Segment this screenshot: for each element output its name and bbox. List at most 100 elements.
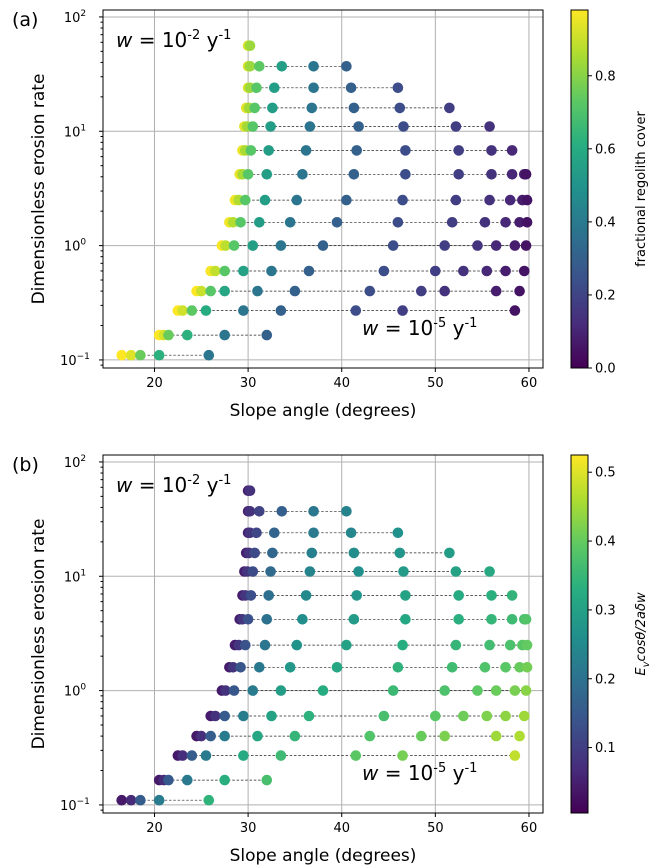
data-point: [200, 750, 212, 761]
x-tick-label: 40: [333, 821, 350, 836]
data-point: [450, 639, 462, 651]
data-point: [291, 639, 303, 651]
data-point: [238, 265, 249, 277]
data-point: [520, 685, 532, 696]
data-point: [275, 750, 287, 761]
data-point: [182, 774, 193, 786]
data-point: [317, 685, 329, 696]
colorbar-label: fractional regolith cover: [634, 110, 649, 266]
annotation-high-rate: w = 10-2 y-1: [116, 28, 231, 52]
data-point: [364, 730, 376, 742]
data-point: [378, 265, 390, 277]
data-point: [446, 662, 458, 673]
data-point: [284, 662, 296, 673]
x-tick-label: 30: [240, 376, 257, 391]
data-point: [500, 710, 511, 722]
data-point: [263, 590, 275, 601]
data-point: [509, 685, 521, 696]
colorbar: [570, 454, 589, 814]
data-point: [506, 169, 518, 180]
colorbar-tick-label: 0.0: [595, 362, 616, 377]
data-point: [490, 685, 502, 696]
data-point: [364, 285, 376, 297]
panel-label: (a): [12, 9, 38, 31]
colorbar-ticks: 0.1 0.2 0.3 0.4 0.5: [588, 466, 616, 756]
x-axis-label: Slope angle (degrees): [230, 401, 417, 421]
data-point: [308, 506, 319, 517]
data-point: [219, 774, 230, 786]
data-point: [182, 329, 193, 341]
data-point: [220, 685, 231, 696]
data-point: [450, 566, 462, 577]
data-point: [249, 547, 260, 559]
colorbar-label: Evcosθ/2aδw: [634, 592, 650, 676]
data-point: [252, 730, 263, 742]
data-point: [484, 566, 495, 577]
data-point: [348, 547, 360, 559]
data-point: [186, 305, 198, 316]
plot-frame: [102, 9, 544, 369]
x-tick-label: 60: [521, 821, 538, 836]
data-point: [210, 265, 221, 277]
data-point: [289, 285, 301, 297]
data-point: [348, 614, 360, 625]
data-point: [244, 506, 256, 517]
x-tick-label: 30: [240, 821, 257, 836]
data-point: [261, 774, 273, 786]
colorbar-tick-label: 0.4: [595, 535, 616, 550]
data-point: [163, 329, 174, 341]
data-point: [341, 639, 352, 651]
data-point: [446, 217, 458, 228]
y-tick-label: 102: [64, 454, 86, 471]
x-axis-label: Slope angle (degrees): [230, 846, 417, 866]
data-point: [521, 194, 533, 206]
annotation-low-rate: w = 10-5 y-1: [362, 316, 477, 340]
data-point: [520, 614, 532, 625]
data-point: [308, 82, 319, 94]
data-point: [500, 217, 511, 228]
data-point: [253, 61, 265, 72]
data-point: [397, 639, 408, 651]
colorbar-tick-label: 0.3: [595, 603, 616, 618]
data-point: [244, 485, 256, 497]
data-point: [400, 145, 411, 156]
x-tick-label: 20: [146, 821, 163, 836]
data-point: [479, 662, 491, 673]
data-point: [261, 614, 273, 625]
data-point: [259, 639, 271, 651]
data-point: [500, 662, 511, 673]
data-point: [521, 639, 533, 651]
data-point: [240, 639, 251, 651]
panel-a: (a) 20 30 40 50 60 10−1 100 101 102 Slope angle …: [12, 9, 649, 421]
data-point: [244, 40, 256, 51]
x-tick-label: 60: [521, 376, 538, 391]
data-point: [351, 590, 363, 601]
data-point: [263, 145, 275, 156]
data-point: [453, 590, 465, 601]
y-axis-label: Dimensionless erosion rate: [29, 74, 49, 305]
data-point: [400, 614, 411, 625]
data-point: [450, 121, 462, 132]
data-point: [453, 145, 465, 156]
data-point: [249, 102, 260, 114]
colorbar-tick-label: 0.6: [595, 142, 616, 157]
data-point: [353, 566, 364, 577]
data-point: [219, 710, 230, 722]
data-point: [245, 145, 257, 156]
data-point: [331, 662, 343, 673]
colorbar-tick-label: 0.4: [595, 215, 616, 230]
data-points: [116, 40, 533, 361]
data-point: [416, 730, 427, 742]
data-point: [453, 614, 465, 625]
data-point: [387, 685, 399, 696]
data-point: [244, 61, 256, 72]
data-point: [275, 305, 287, 316]
data-point: [247, 685, 259, 696]
data-point: [397, 305, 408, 316]
data-point: [398, 121, 409, 132]
data-point: [297, 614, 308, 625]
annotation-high-rate: w = 10-2 y-1: [116, 473, 231, 497]
x-tick-label: 40: [333, 376, 350, 391]
data-point: [269, 82, 280, 94]
